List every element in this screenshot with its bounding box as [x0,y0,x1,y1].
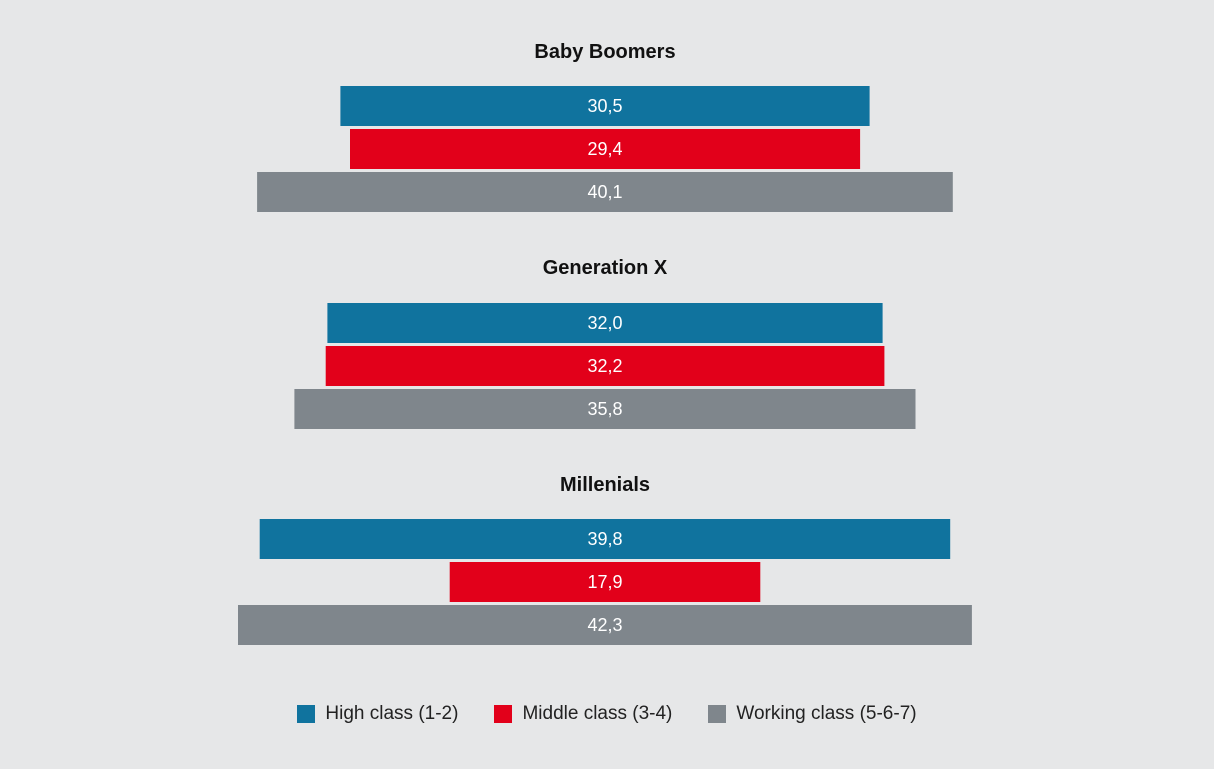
data-label-baby-boomers-high-class-1-2: 30,5 [587,96,622,116]
legend-swatch-high-class [297,705,316,723]
legend-label-working-class: Working class (5-6-7) [736,703,917,724]
legend-label-high-class: High class (1-2) [325,703,459,724]
data-label-millenials-middle-class-3-4: 17,9 [587,572,622,592]
group-title-baby-boomers: Baby Boomers [534,41,676,63]
data-label-baby-boomers-working-class-5-6-7: 40,1 [587,182,622,202]
bar-generation-x-middle-class-3-4 [325,346,885,386]
group-title-millenials: Millenials [559,474,651,496]
legend-label-middle-class: Middle class (3-4) [522,703,673,724]
legend-swatch-middle-class [494,705,513,723]
group-title-generation-x: Generation X [542,257,668,279]
bar-baby-boomers-middle-class-3-4 [350,129,861,169]
bar-millenials-high-class-1-2 [259,519,951,559]
bar-baby-boomers-working-class-5-6-7 [257,172,953,212]
bar-generation-x-working-class-5-6-7 [294,389,916,429]
bar-chart: 30,5 29,4 40,1 32,0 32,2 35,8 39,8 17,9 42,3 [238,86,972,645]
bar-millenials-middle-class-3-4 [449,562,761,602]
data-label-millenials-working-class-5-6-7: 42,3 [587,615,622,635]
data-label-millenials-high-class-1-2: 39,8 [587,529,622,549]
legend-swatch-working-class [708,705,727,723]
bar-baby-boomers-high-class-1-2 [340,86,870,126]
legend-item-working-class: Working class (5-6-7) [708,703,917,725]
legend-item-middle-class: Middle class (3-4) [494,703,672,725]
data-label-baby-boomers-middle-class-3-4: 29,4 [587,139,622,159]
legend-item-high-class: High class (1-2) [297,703,458,725]
data-label-generation-x-middle-class-3-4: 32,2 [587,356,622,376]
legend: High class (1-2) Middle class (3-4) Work… [0,703,1214,725]
bar-generation-x-high-class-1-2 [327,303,883,343]
data-label-generation-x-working-class-5-6-7: 35,8 [587,399,622,419]
data-label-generation-x-high-class-1-2: 32,0 [587,313,622,333]
bar-millenials-working-class-5-6-7 [238,605,972,645]
